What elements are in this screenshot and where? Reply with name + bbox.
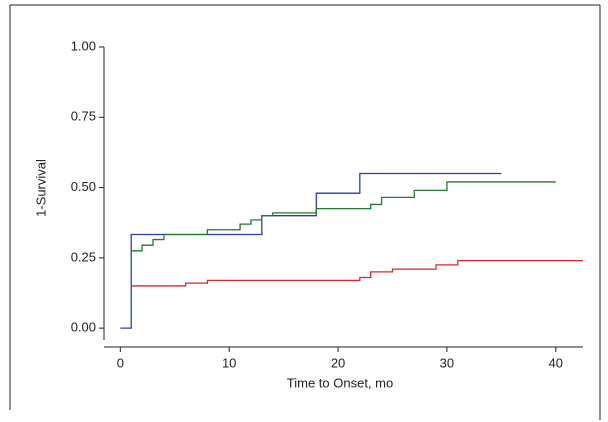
x-tick-label: 0 (117, 355, 124, 370)
x-tick-label: 40 (549, 355, 563, 370)
y-tick-label: 0.75 (71, 109, 96, 124)
y-tick-label: 1.00 (71, 38, 96, 53)
y-tick-label: 0.50 (71, 179, 96, 194)
survival-curve (131, 181, 556, 252)
y-tick-label: 0.25 (71, 249, 96, 264)
x-axis-label: Time to Onset, mo (287, 375, 393, 390)
y-tick-label: 0.00 (71, 320, 96, 335)
y-axis-label: 1-Survival (33, 159, 48, 217)
survival-curve (120, 172, 502, 329)
x-tick-label: 20 (331, 355, 345, 370)
survival-curve (131, 260, 583, 287)
x-tick-label: 10 (222, 355, 236, 370)
x-tick-label: 30 (440, 355, 454, 370)
